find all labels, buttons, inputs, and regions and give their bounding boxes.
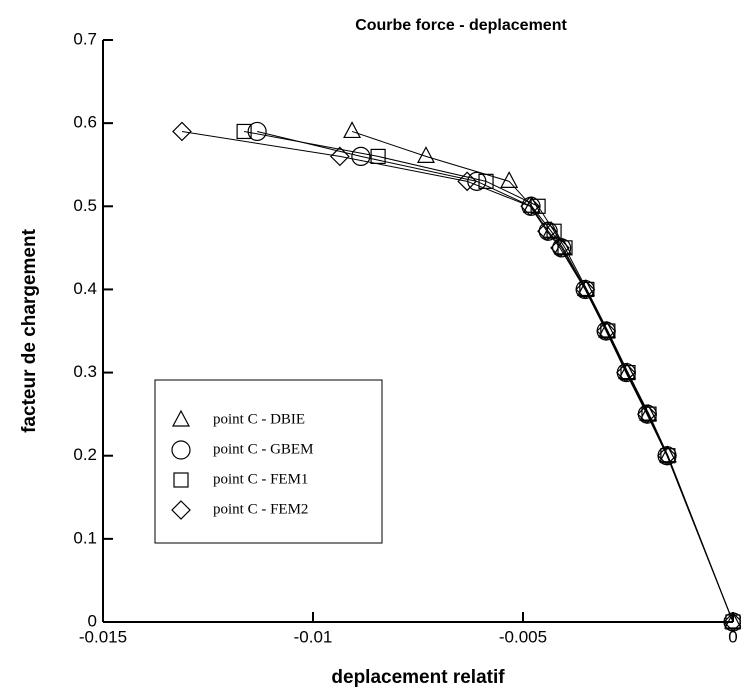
marker xyxy=(639,403,658,421)
x-tick-label: -0.015 xyxy=(79,627,127,646)
marker xyxy=(658,445,677,463)
marker xyxy=(657,445,677,466)
series-line xyxy=(257,130,734,623)
marker xyxy=(596,321,617,341)
marker xyxy=(552,238,572,258)
chart-title: Courbe force - deplacement xyxy=(355,17,567,34)
legend-label: point C - DBIE xyxy=(213,411,305,427)
marker xyxy=(577,279,595,297)
y-tick-label: 0.3 xyxy=(73,362,97,381)
marker xyxy=(598,320,616,338)
y-tick-label: 0.6 xyxy=(73,113,97,132)
marker xyxy=(616,362,636,383)
marker xyxy=(416,146,435,163)
legend-label: point C - GBEM xyxy=(213,441,313,457)
y-tick-label: 0.2 xyxy=(73,445,97,464)
marker xyxy=(637,404,657,424)
series-line xyxy=(351,130,734,623)
marker xyxy=(343,121,362,139)
y-tick-label: 0.4 xyxy=(73,279,97,298)
y-tick-label: 0 xyxy=(88,611,97,630)
marker xyxy=(500,171,519,188)
y-tick-label: 0.1 xyxy=(73,528,97,547)
marker xyxy=(330,146,350,167)
legend-marker xyxy=(171,440,191,460)
marker xyxy=(537,221,557,242)
x-tick-label: -0.01 xyxy=(294,627,333,646)
marker xyxy=(247,121,267,142)
marker xyxy=(557,240,573,256)
legend-box xyxy=(154,379,383,544)
series-line xyxy=(244,130,734,623)
marker xyxy=(724,611,741,629)
marker xyxy=(457,171,477,192)
marker xyxy=(172,121,192,142)
marker xyxy=(550,238,570,258)
legend-marker xyxy=(173,472,189,488)
marker xyxy=(660,448,676,464)
series-line xyxy=(181,130,734,623)
legend-marker xyxy=(171,500,191,520)
marker xyxy=(725,614,741,630)
marker xyxy=(520,196,540,217)
marker xyxy=(618,362,637,380)
marker xyxy=(351,146,371,166)
legend-marker xyxy=(172,409,190,427)
legend-label: point C - FEM1 xyxy=(213,471,308,487)
x-tick-label: 0 xyxy=(728,627,737,646)
y-tick-label: 0.7 xyxy=(73,29,97,48)
marker xyxy=(723,612,741,632)
x-axis-label: deplacement relatif xyxy=(331,667,505,688)
y-tick-label: 0.5 xyxy=(73,196,97,215)
marker xyxy=(530,198,546,214)
y-axis-label: facteur de chargement xyxy=(19,228,40,432)
marker xyxy=(236,123,252,140)
x-tick-label: -0.005 xyxy=(499,627,547,646)
legend-label: point C - FEM2 xyxy=(213,501,308,517)
marker xyxy=(575,279,596,300)
